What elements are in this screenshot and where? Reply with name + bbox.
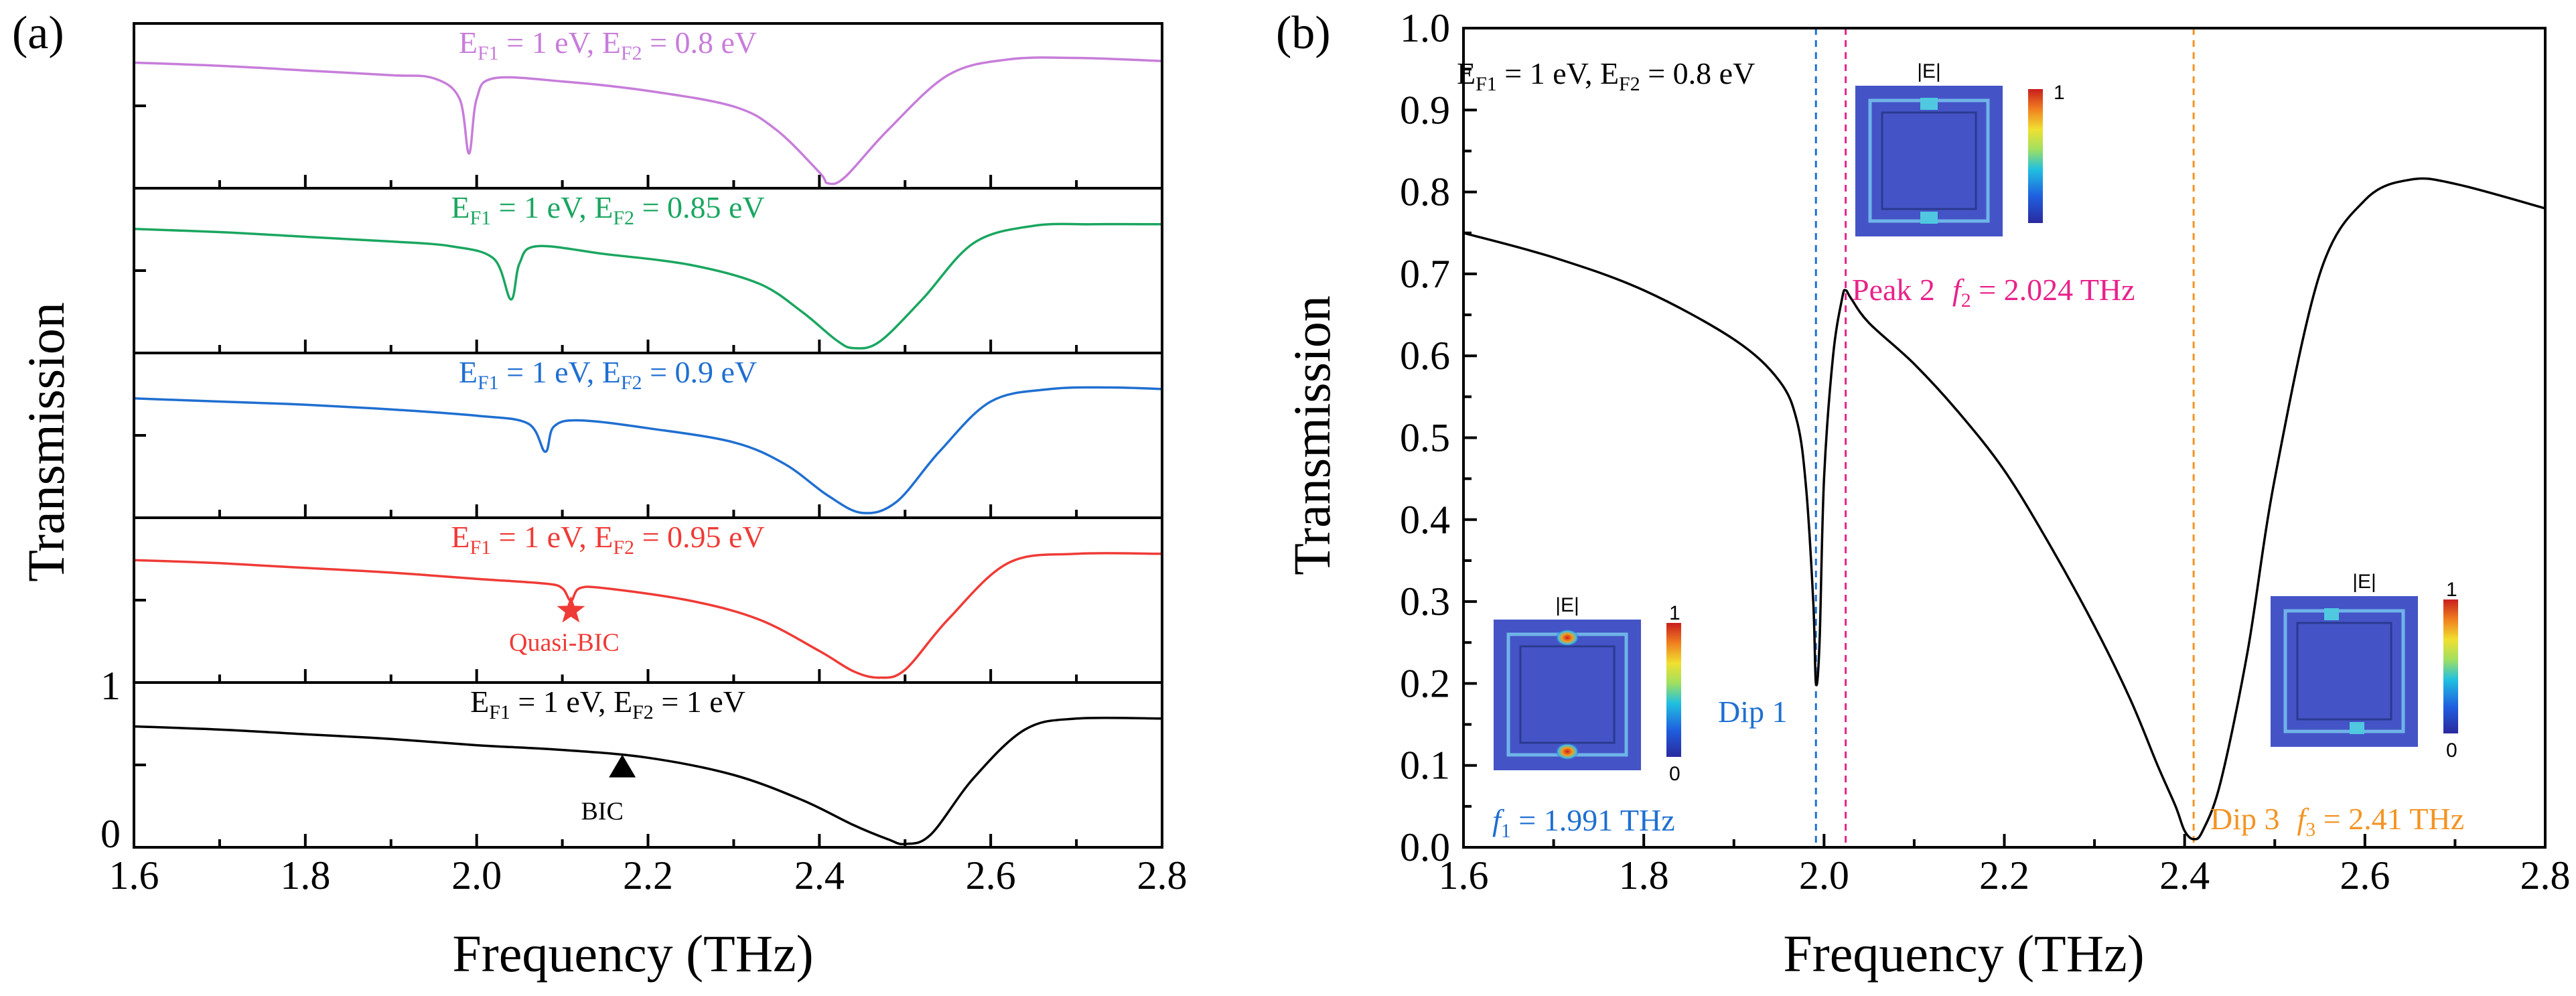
y-tick-label: 0.1	[1400, 743, 1450, 788]
field-map-dip3: |E| 1 0	[2271, 571, 2458, 762]
transmission-line	[1463, 177, 2546, 841]
subplot-2: EF1 = 1 eV, EF2 = 0.85 eV	[133, 187, 1163, 354]
x-tick-label: 2.6	[966, 853, 1016, 898]
panel-b-legend: EF1 = 1 eV, EF2 = 0.8 eV	[1457, 56, 1755, 95]
subplot-3: EF1 = 1 eV, EF2 = 0.9 eV	[133, 352, 1163, 519]
panel-a-y-ticks: 01	[100, 664, 121, 856]
x-tick-label: 2.2	[623, 853, 673, 898]
y-tick-label: 0.5	[1400, 416, 1450, 460]
f1-label: f1 = 1.991 THz	[1492, 803, 1675, 842]
peak2-label: Peak 2 f2 = 2.024 THz	[1852, 273, 2135, 311]
panel-b-x-axis-title: Frequency (THz)	[1783, 924, 2144, 983]
y-tick-label: 0.9	[1400, 88, 1450, 132]
inset-dip3-max: 1	[2446, 579, 2457, 601]
inset-dip1-colorbar	[1666, 623, 1681, 757]
panel-a-x-axis-title: Frequency (THz)	[452, 924, 813, 983]
inset-dip3-title: |E|	[2352, 571, 2376, 593]
quasi-bic-star-icon	[557, 595, 585, 623]
y-tick-label: 0	[100, 812, 121, 856]
y-tick-label: 1.0	[1400, 6, 1450, 50]
x-tick-label: 2.0	[451, 853, 502, 898]
inset-peak2-colorbar	[2028, 89, 2043, 223]
bic-triangle-icon	[609, 754, 636, 778]
series-line	[133, 56, 1163, 186]
y-tick-label: 1	[100, 664, 121, 708]
series-line	[133, 386, 1163, 514]
y-tick-label: 0.0	[1400, 825, 1450, 869]
panel-b-y-ticks: 0.0 0.1 0.2 0.3 0.4 0.5 0.6 0.7 0.8 0.9 1.0	[1400, 6, 1477, 869]
series-line	[133, 716, 1163, 845]
x-tick-label: 1.8	[1619, 853, 1669, 898]
panel-a-label: (a)	[12, 7, 64, 59]
subplot-4: EF1 = 1 eV, EF2 = 0.95 eV	[133, 516, 1163, 684]
series-legend: EF1 = 1 eV, EF2 = 1 eV	[470, 685, 745, 723]
inset-dip1-title: |E|	[1555, 594, 1579, 616]
panel-a-x-ticks: 1.6 1.8 2.0 2.2 2.4 2.6 2.8	[109, 853, 1188, 898]
x-tick-label: 1.6	[109, 853, 159, 898]
panel-b-label: (b)	[1276, 7, 1331, 59]
panel-b-x-ticks: 1.6 1.8 2.0 2.2 2.4 2.6 2.8	[1439, 834, 2571, 898]
subplot-5: EF1 = 1 eV, EF2 = 1 eV	[133, 681, 1163, 849]
y-tick-label: 0.7	[1400, 252, 1450, 296]
y-tick-label: 0.8	[1400, 170, 1450, 214]
inset-peak2-max: 1	[2054, 82, 2065, 104]
x-tick-label: 1.6	[1439, 853, 1489, 898]
x-tick-label: 2.2	[1979, 853, 2029, 898]
panel-b-y-axis-title: Transmission	[1283, 295, 1341, 575]
x-tick-label: 1.8	[280, 853, 330, 898]
quasi-bic-label: Quasi-BIC	[509, 629, 620, 657]
inset-dip3-min: 0	[2446, 739, 2457, 762]
x-tick-label: 2.6	[2340, 853, 2390, 898]
x-tick-label: 2.4	[2159, 853, 2210, 898]
dip1-label: Dip 1	[1718, 695, 1788, 729]
series-legend: EF1 = 1 eV, EF2 = 0.85 eV	[451, 190, 764, 229]
inset-peak2-title: |E|	[1917, 60, 1941, 82]
dip3-label: Dip 3 f3 = 2.41 THz	[2210, 802, 2464, 841]
x-tick-label: 2.0	[1799, 853, 1849, 898]
x-tick-label: 2.8	[2520, 853, 2571, 898]
series-legend: EF1 = 1 eV, EF2 = 0.95 eV	[451, 520, 764, 559]
y-tick-label: 0.2	[1400, 661, 1450, 705]
y-tick-label: 0.4	[1400, 498, 1450, 542]
inset-dip3-colorbar	[2443, 599, 2458, 733]
series-line	[133, 222, 1163, 350]
bic-label: BIC	[581, 798, 623, 826]
field-map-peak2: |E| 1	[1855, 60, 2065, 236]
x-tick-label: 2.4	[794, 853, 845, 898]
panel-a-stack: EF1 = 1 eV, EF2 = 0.8 eV EF1 = 1 eV, EF2 …	[133, 22, 1163, 849]
panel-b-reference-lines	[1814, 28, 2195, 847]
series-legend: EF1 = 1 eV, EF2 = 0.8 eV	[459, 25, 757, 64]
series-legend: EF1 = 1 eV, EF2 = 0.9 eV	[459, 355, 757, 394]
x-tick-label: 2.8	[1137, 853, 1188, 898]
y-tick-label: 0.3	[1400, 579, 1450, 624]
panel-b: (b) Transmission Frequency (THz) 1.6 1.8 2…	[1276, 6, 2571, 983]
panel-b-curve	[1463, 177, 2546, 841]
inset-dip1-min: 0	[1669, 763, 1680, 785]
inset-dip1-max: 1	[1669, 602, 1680, 624]
series-line	[133, 552, 1163, 679]
subplot-1: EF1 = 1 eV, EF2 = 0.8 eV	[133, 22, 1163, 190]
y-tick-label: 0.6	[1400, 334, 1450, 378]
panel-a: (a) Transmission Frequency (THz) EF1 = 1…	[12, 7, 1188, 983]
panel-a-y-axis-title: Transmission	[17, 302, 75, 582]
field-map-dip1: |E| 1 0	[1494, 594, 1681, 785]
